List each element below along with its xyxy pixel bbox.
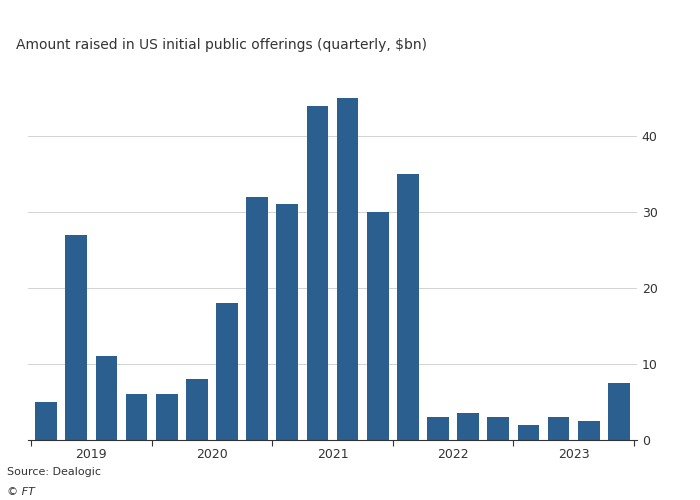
Bar <box>548 417 570 440</box>
Bar <box>427 417 449 440</box>
Text: © FT: © FT <box>7 487 35 497</box>
Bar <box>487 417 509 440</box>
Bar <box>65 235 87 440</box>
Bar <box>517 425 539 440</box>
Bar <box>156 394 178 440</box>
Bar <box>307 106 328 440</box>
Bar <box>35 402 57 440</box>
Bar <box>276 204 298 440</box>
Bar <box>457 414 479 440</box>
Bar <box>578 421 600 440</box>
Bar <box>246 197 268 440</box>
Text: Source: Dealogic: Source: Dealogic <box>7 467 101 477</box>
Bar <box>126 394 148 440</box>
Bar <box>608 383 630 440</box>
Bar <box>186 379 208 440</box>
Bar <box>397 174 419 440</box>
Bar <box>337 98 358 440</box>
Bar <box>216 303 238 440</box>
Text: Amount raised in US initial public offerings (quarterly, $bn): Amount raised in US initial public offer… <box>16 38 427 52</box>
Bar <box>367 212 389 440</box>
Bar <box>95 356 117 440</box>
